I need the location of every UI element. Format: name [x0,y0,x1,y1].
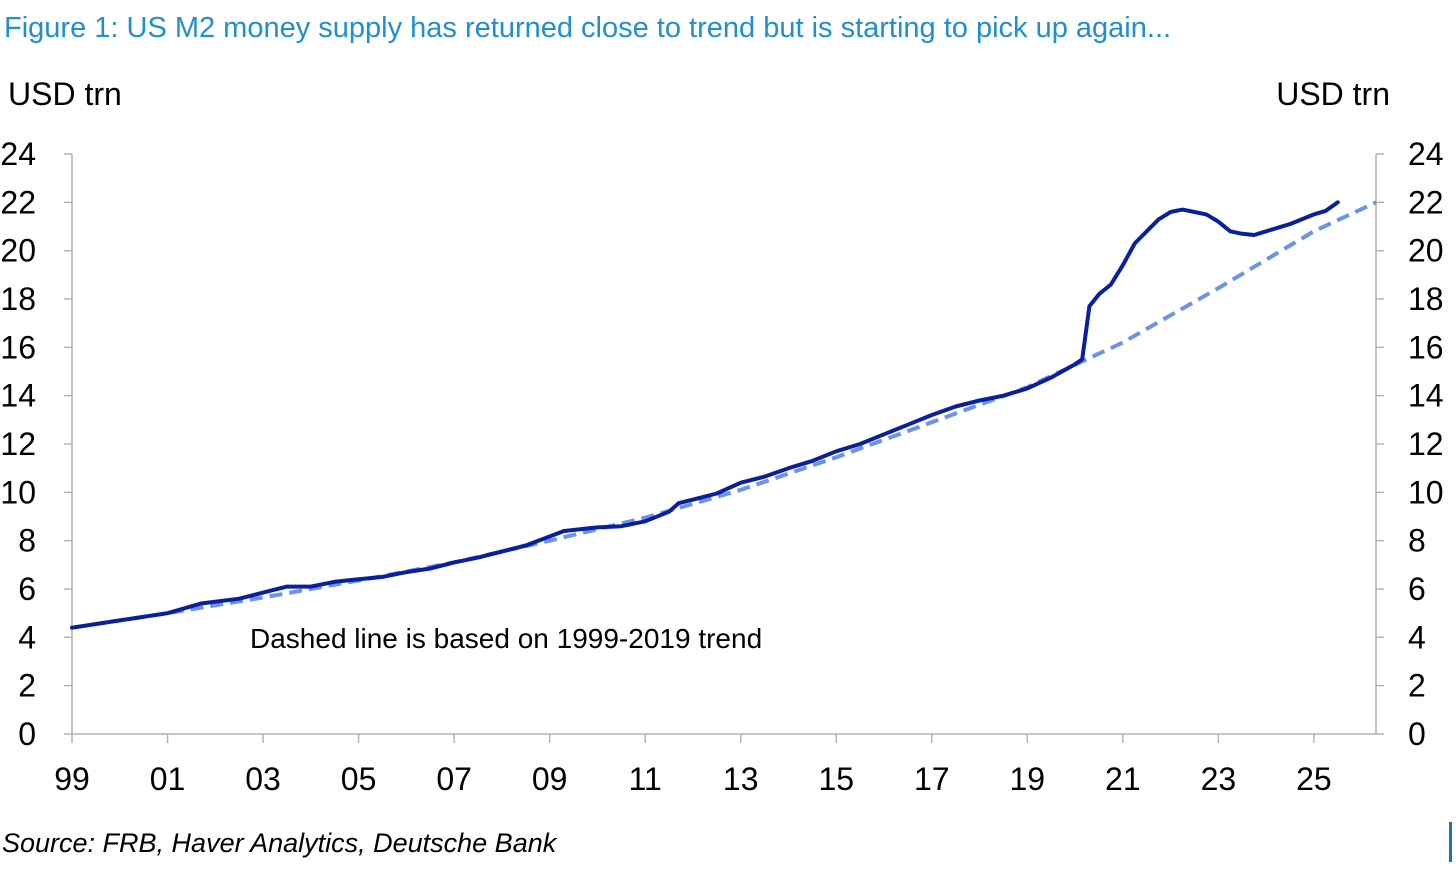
y-tick-label-left: 16 [0,329,36,365]
y-tick-label-right: 22 [1408,184,1444,220]
x-tick-label: 03 [245,761,281,797]
x-tick-label: 11 [629,761,662,797]
y-tick-label-right: 8 [1408,523,1426,559]
x-tick-label: 21 [1105,761,1141,797]
x-tick-label: 19 [1010,761,1046,797]
y-tick-label-left: 22 [0,184,36,220]
m2-series-line [70,200,1340,630]
x-tick-label: 99 [54,761,90,797]
x-tick-label: 07 [436,761,472,797]
trend-series-line [71,200,1377,630]
x-tick-labels: 99 01 03 05 07 09 11 13 15 17 19 21 23 25 [54,761,1331,797]
y-tick-label-left: 6 [18,571,36,607]
y-tick-label-right: 18 [1408,281,1444,317]
x-tick-label: 05 [341,761,377,797]
x-tick-label: 15 [818,761,854,797]
x-tick-label: 01 [150,761,186,797]
y-tick-label-right: 6 [1408,571,1426,607]
y-tick-label-right: 24 [1408,136,1444,172]
series-layer [70,200,1377,630]
figure-title: Figure 1: US M2 money supply has returne… [4,12,1172,44]
y-tick-label-left: 0 [18,716,36,752]
trend-annotation: Dashed line is based on 1999-2019 trend [250,623,762,654]
y-tick-label-right: 4 [1408,619,1426,655]
y-tick-label-left: 20 [0,233,36,269]
y-tick-label-left: 2 [18,668,36,704]
x-tick-label: 23 [1201,761,1237,797]
y-tick-label-right: 20 [1408,233,1444,269]
y-tick-label-right: 16 [1408,329,1444,365]
x-tick-label: 09 [532,761,568,797]
y-tick-label-left: 8 [18,523,36,559]
y-axis-label-right: USD trn [1276,76,1390,112]
y-tick-label-left: 14 [0,378,36,414]
y-tick-label-left: 18 [0,281,36,317]
x-tick-label: 13 [723,761,759,797]
y-tick-label-right: 0 [1408,716,1426,752]
y-tick-label-left: 24 [0,136,36,172]
edge-marker [1449,822,1452,862]
axes [64,153,1384,743]
y-tick-label-left: 4 [18,619,36,655]
y-tick-label-right: 2 [1408,668,1426,704]
y-tick-label-right: 12 [1408,426,1444,462]
x-tick-label: 17 [914,761,950,797]
x-tick-label: 25 [1296,761,1332,797]
y-tick-label-right: 10 [1408,474,1444,510]
y-tick-label-left: 12 [0,426,36,462]
y-tick-label-right: 14 [1408,378,1444,414]
source-note: Source: FRB, Haver Analytics, Deutsche B… [2,828,557,858]
y-axis-label-left: USD trn [8,76,122,112]
y-tick-label-left: 10 [0,474,36,510]
